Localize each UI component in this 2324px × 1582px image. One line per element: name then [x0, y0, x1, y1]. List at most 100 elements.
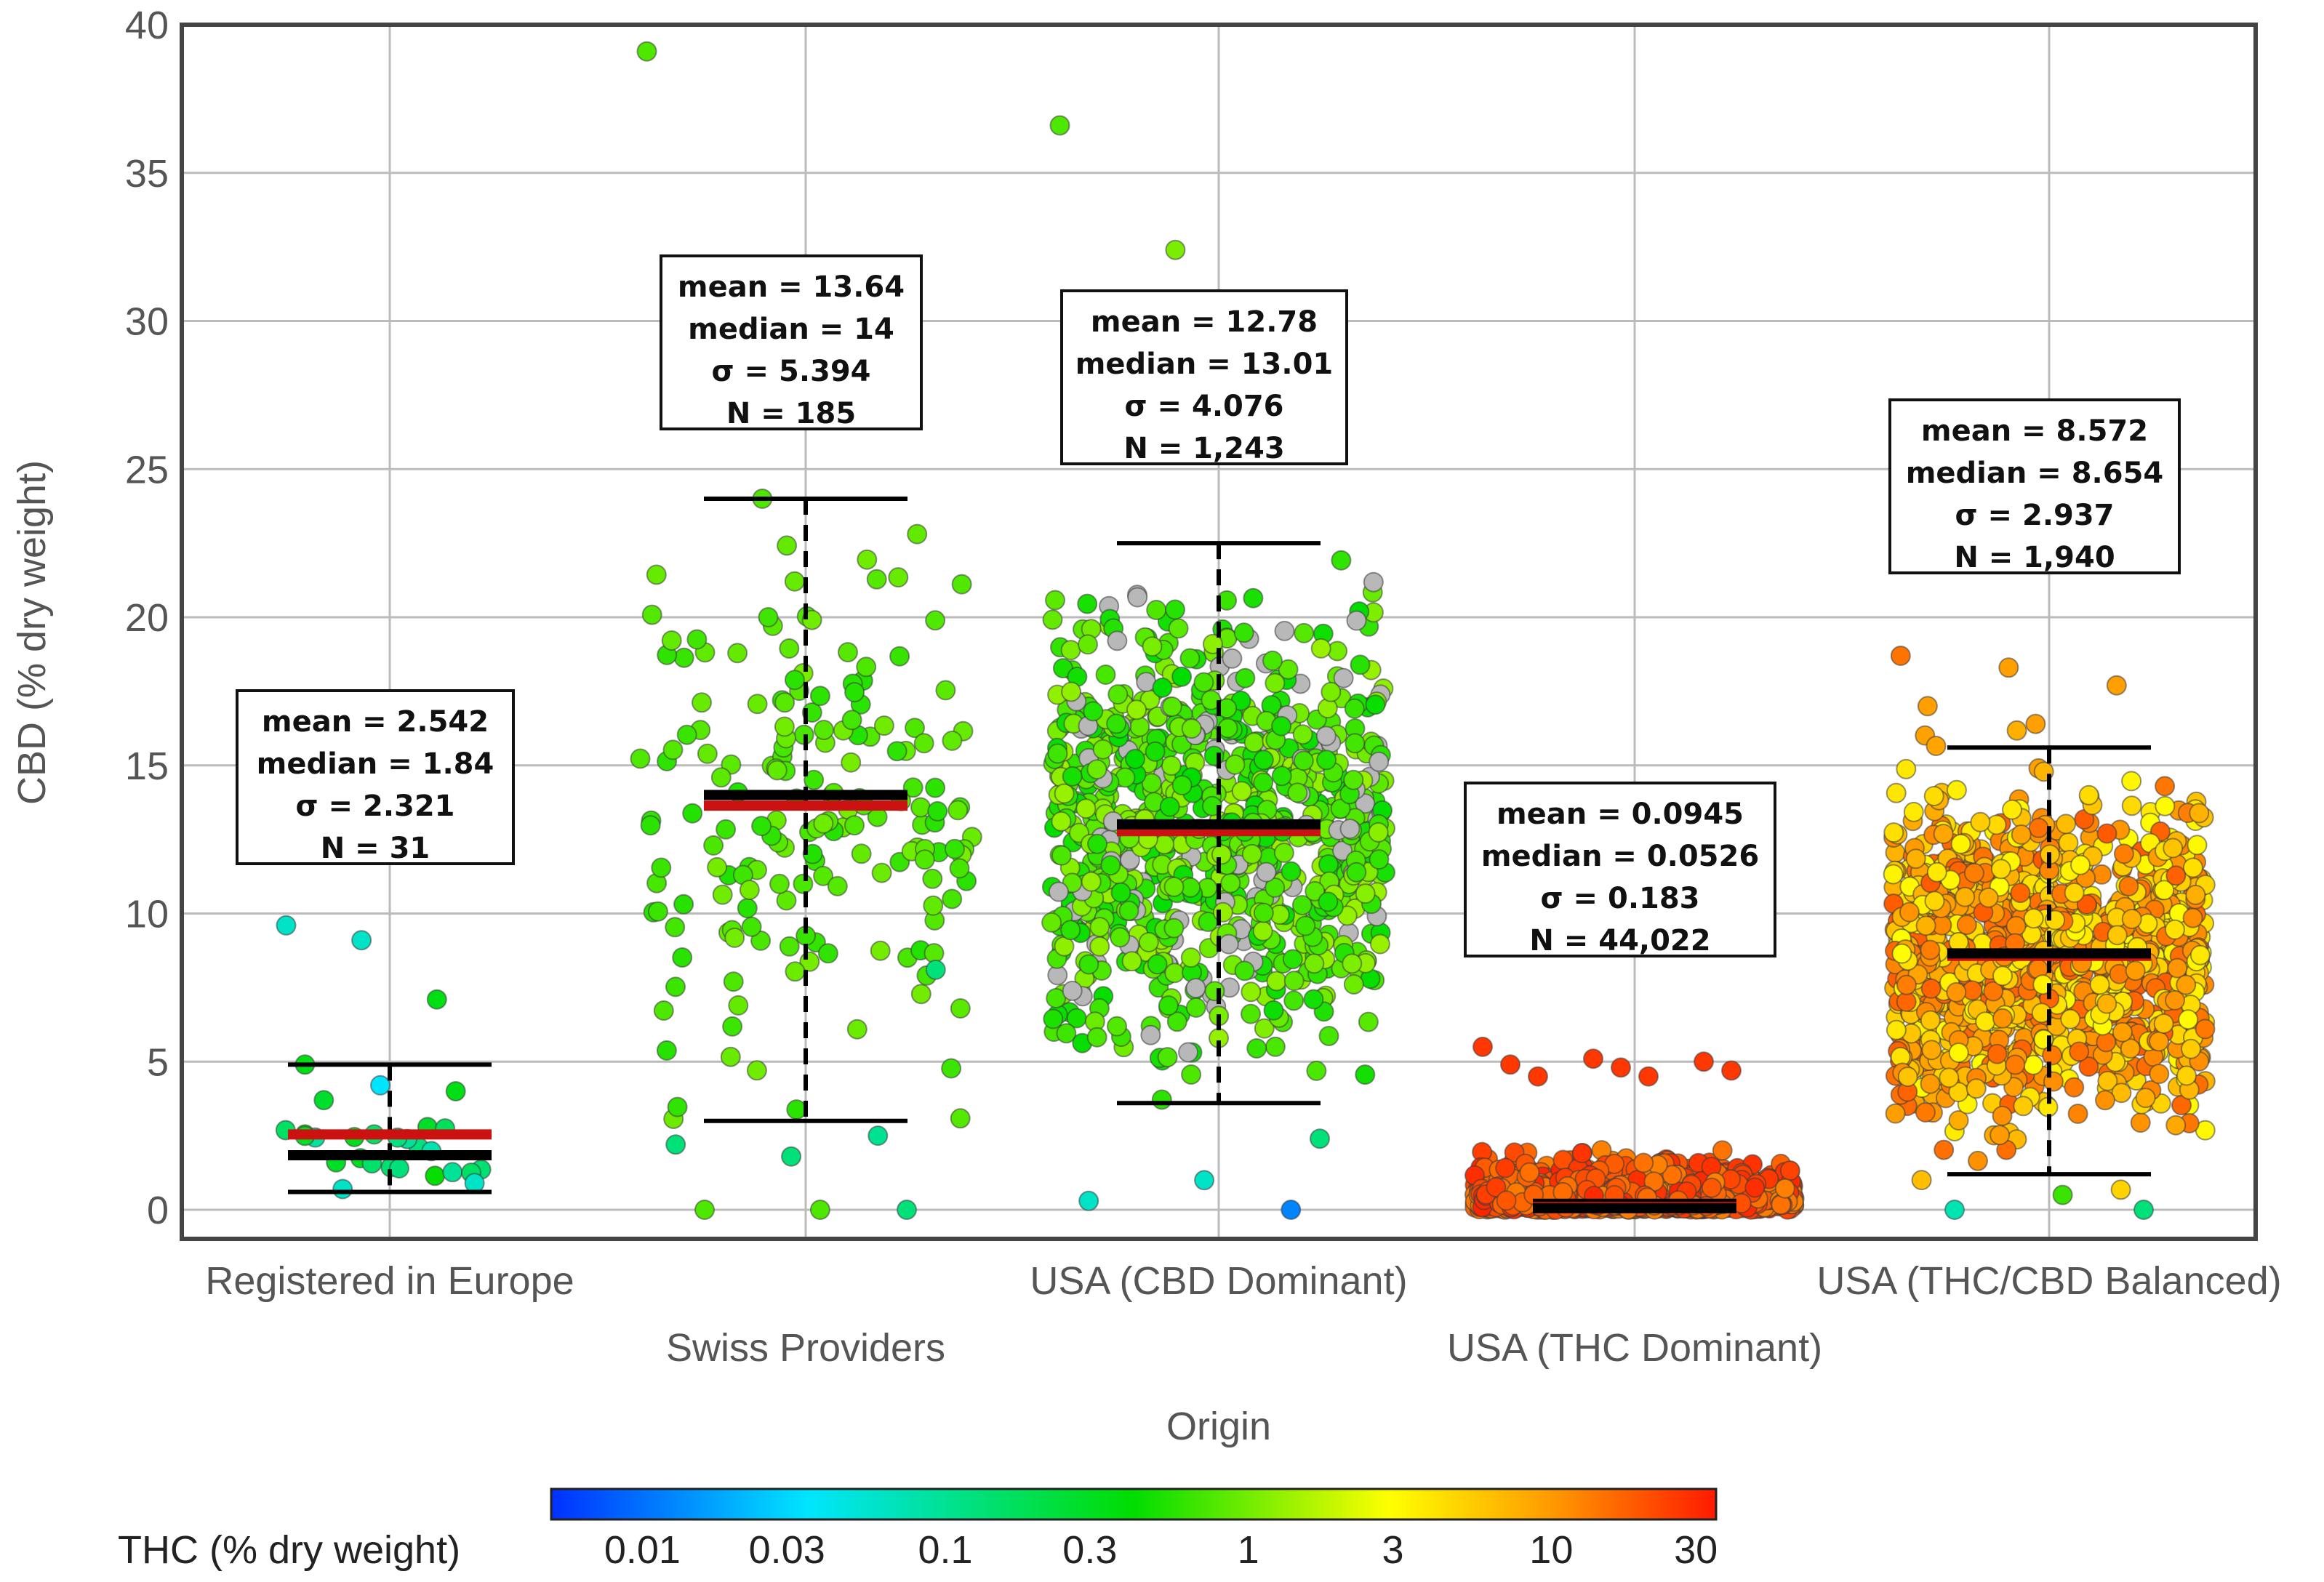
data-point	[1694, 1051, 1714, 1072]
data-point	[1883, 864, 1904, 885]
data-point	[2121, 795, 2142, 816]
data-point	[1165, 239, 1186, 260]
data-point	[2096, 1032, 2117, 1053]
y-tick-label: 10	[125, 893, 169, 936]
data-point	[672, 947, 693, 968]
data-point	[1528, 1066, 1548, 1087]
data-point	[2113, 843, 2134, 864]
data-point	[947, 800, 969, 821]
data-point	[1712, 1140, 1733, 1161]
data-point	[1295, 915, 1316, 936]
data-point	[1896, 758, 1917, 779]
data-point	[1118, 900, 1139, 921]
y-axis-ticks: 0 5 10 15 20 25 30 35 40	[125, 4, 169, 1232]
data-point	[697, 743, 718, 764]
data-point	[1948, 1110, 1969, 1131]
data-point	[950, 1108, 971, 1129]
data-point	[866, 569, 887, 590]
data-point	[758, 607, 779, 627]
data-point	[1911, 1170, 1932, 1191]
data-point	[2130, 1112, 2151, 1133]
data-point	[2187, 835, 2208, 856]
data-point	[944, 838, 965, 859]
data-point	[723, 971, 744, 992]
data-point	[686, 629, 708, 650]
x-axis-category-labels: Registered in Europe Swiss Providers USA (…	[205, 1259, 2281, 1370]
data-point	[1151, 1089, 1172, 1110]
data-point	[1225, 754, 1246, 775]
data-point	[1933, 824, 1954, 844]
data-point	[1926, 862, 1947, 883]
data-point	[2078, 784, 2099, 806]
data-point	[2106, 675, 2127, 696]
data-point	[774, 692, 796, 713]
data-point	[922, 868, 943, 889]
data-point	[682, 803, 703, 824]
data-point	[1944, 1200, 1965, 1220]
data-point	[2076, 894, 2097, 915]
data-point	[856, 657, 877, 678]
y-tick-label: 0	[147, 1189, 169, 1232]
data-point	[641, 604, 662, 625]
data-point	[1075, 798, 1097, 819]
data-point	[1998, 657, 2019, 678]
data-point	[370, 1075, 390, 1096]
data-point	[838, 642, 858, 663]
data-point	[1350, 654, 1371, 675]
data-point	[425, 1165, 446, 1186]
data-point	[724, 927, 745, 948]
data-point	[651, 857, 672, 878]
data-point	[1779, 1160, 1800, 1181]
data-point	[673, 647, 694, 668]
data-point	[2149, 1064, 2170, 1085]
data-point	[910, 797, 931, 818]
data-point	[784, 670, 805, 691]
data-point	[886, 741, 907, 762]
data-point	[2135, 1088, 2156, 1109]
stat-median: median = 8.654	[1906, 457, 2164, 490]
data-point	[1051, 845, 1072, 866]
data-point	[1077, 593, 1098, 614]
data-point	[2112, 1021, 2133, 1043]
data-point	[1883, 822, 1904, 843]
data-point	[1343, 769, 1364, 790]
data-point	[1486, 1177, 1507, 1197]
data-point	[1048, 881, 1069, 902]
data-point	[913, 733, 934, 754]
data-point	[870, 940, 891, 961]
data-point	[741, 916, 762, 937]
data-point	[751, 816, 772, 837]
data-point	[1921, 1040, 1942, 1061]
data-point	[1903, 801, 1924, 822]
data-point	[1306, 1060, 1327, 1081]
data-point	[1231, 781, 1252, 802]
data-point	[1178, 1042, 1198, 1063]
data-point	[1369, 751, 1390, 772]
stat-box: mean = 2.542 median = 1.84 σ = 2.321 N = 31	[236, 689, 515, 865]
data-point	[925, 959, 946, 980]
data-point	[2165, 865, 2187, 886]
stat-sigma: σ = 2.937	[1955, 499, 2114, 532]
data-point	[1110, 882, 1131, 903]
data-point	[2155, 795, 2176, 816]
data-point	[2070, 854, 2091, 875]
stat-sigma: σ = 0.183	[1540, 882, 1699, 915]
data-point	[1164, 963, 1185, 984]
y-tick-label: 25	[125, 448, 169, 491]
data-point	[1152, 677, 1173, 698]
stat-box-frame	[1060, 289, 1348, 465]
data-point	[817, 943, 838, 964]
data-point	[1159, 796, 1180, 817]
data-point	[2176, 1065, 2197, 1086]
data-point	[1078, 1190, 1099, 1211]
data-point	[2110, 1179, 2131, 1200]
data-point	[1043, 1008, 1064, 1029]
y-tick-label: 35	[125, 152, 169, 196]
plot-frame	[180, 23, 2258, 1241]
data-point	[1321, 681, 1342, 702]
x-category-label: Swiss Providers	[666, 1326, 945, 1370]
data-point	[1166, 1011, 1187, 1032]
stat-box: mean = 13.64 median = 14 σ = 5.394 N = 185	[660, 254, 923, 430]
data-point	[1946, 981, 1967, 1003]
